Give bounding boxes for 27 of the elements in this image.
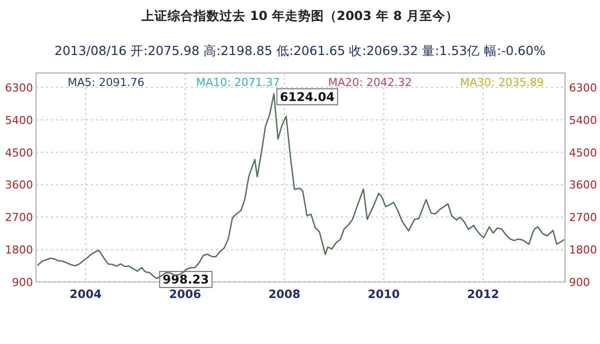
annotation: MA30: 2035.89 — [460, 76, 544, 89]
annotation: 998.23 — [162, 272, 209, 286]
y2-tick-label: 1800 — [569, 244, 597, 257]
chart-title: 上证综合指数过去 10 年走势图（2003 年 8 月至今） — [140, 8, 458, 23]
annotation: 6124.04 — [280, 90, 335, 104]
y-tick-label: 3600 — [5, 178, 33, 192]
y2-tick-label: 5400 — [569, 114, 597, 127]
x-tick-label: 2004 — [70, 287, 102, 301]
x-tick-label: 2008 — [268, 287, 300, 301]
y2-tick-label: 4500 — [569, 146, 597, 160]
y2-tick-label: 6300 — [569, 81, 597, 94]
y2-tick-label: 2700 — [569, 211, 597, 224]
annotation: MA20: 2042.32 — [328, 76, 412, 89]
y-tick-label: 5400 — [5, 114, 33, 127]
y-tick-label: 900 — [12, 276, 33, 289]
y-tick-label: 2700 — [5, 211, 33, 224]
annotation: MA5: 2091.76 — [68, 76, 144, 89]
x-tick-label: 2010 — [368, 287, 400, 301]
x-tick-label: 2006 — [169, 287, 202, 301]
chart-subtitle: 2013/08/16 开:2075.98 高:2198.85 低:2061.65 收:2069.32 量:1.53亿 幅:-0.60% — [54, 43, 546, 58]
y2-tick-label: 3600 — [569, 178, 597, 192]
y-tick-label: 1800 — [5, 244, 33, 257]
y2-tick-label: 900 — [569, 276, 590, 289]
annotation: MA10: 2071.37 — [196, 76, 280, 89]
x-tick-label: 2012 — [467, 287, 500, 301]
y-tick-label: 6300 — [5, 81, 33, 94]
y-tick-label: 4500 — [5, 146, 33, 160]
